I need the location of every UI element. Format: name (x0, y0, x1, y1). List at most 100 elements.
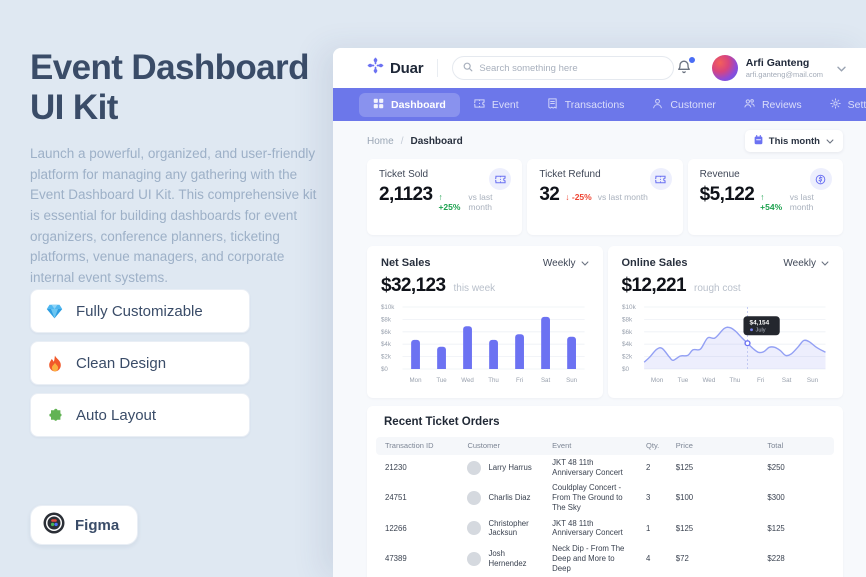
feature-label: Auto Layout (76, 406, 157, 424)
qty-cell: 4 (646, 553, 651, 563)
dashboard-mockup: Duar Arfi Ganteng arfi.ganteng@m (333, 48, 866, 577)
net-sales-title: Net Sales (381, 257, 431, 269)
stat-sparkline (538, 209, 671, 229)
chevron-down-icon (581, 260, 588, 266)
column-header: Price (675, 441, 693, 451)
svg-text:Tue: Tue (677, 377, 688, 384)
stat-value: 2,1123 (379, 184, 433, 205)
nav-item-label: Transactions (564, 98, 625, 111)
figma-button-label: Figma (75, 516, 120, 534)
nav-item-label: Event (491, 98, 519, 111)
user-name: Arfi Ganteng (745, 57, 810, 70)
price-cell: $125 (675, 462, 694, 472)
stat-change: ↑ +54% (760, 192, 783, 212)
user-avatar[interactable] (711, 55, 738, 81)
stat-change: ↓ -25% (565, 192, 592, 202)
feature-label: Clean Design (76, 354, 167, 372)
page-title-line1: Event Dashboard (30, 48, 309, 87)
transaction-id-cell: 12266 (385, 523, 407, 533)
user-email: arfi.ganteng@mail.com (745, 69, 823, 79)
stat-change-suffix: vs last month (468, 192, 493, 212)
svg-text:$10k: $10k (622, 304, 637, 311)
svg-text:Sat: Sat (781, 377, 791, 384)
price-cell: $72 (675, 553, 689, 563)
charts-row: Net Sales Weekly $32,123 this week $0 $2k… (367, 246, 843, 398)
nav-item-label: Reviews (761, 98, 802, 111)
svg-text:Fri: Fri (757, 377, 764, 384)
column-header: Qty. (646, 441, 660, 451)
notification-bell-icon[interactable] (676, 56, 696, 77)
svg-text:$4k: $4k (381, 341, 392, 348)
stat-change: ↑ +25% (438, 192, 461, 212)
header-divider (437, 59, 439, 77)
price-cell: $125 (675, 523, 694, 533)
svg-text:Sun: Sun (566, 377, 577, 384)
puzzle-icon (46, 407, 63, 424)
nav-item-dashboard[interactable]: Dashboard (359, 92, 460, 117)
period-filter-dropdown[interactable]: This month (744, 130, 843, 152)
period-filter-label: This month (768, 135, 820, 147)
coin-icon (809, 168, 832, 190)
total-cell: $125 (767, 523, 785, 533)
table-row[interactable]: 21230 Larry Harrus JKT 48 11th Anniversary… (376, 455, 834, 480)
nav-item-event[interactable]: Event (460, 93, 533, 117)
nav-item-customer[interactable]: Customer (638, 93, 730, 117)
search-input[interactable] (479, 62, 664, 74)
table-row[interactable]: 24751 Charlis Diaz Couldplay Concert - Fro… (376, 480, 834, 515)
net-sales-period-dropdown[interactable]: Weekly (543, 258, 589, 269)
svg-text:$8k: $8k (381, 316, 392, 323)
recent-orders-title: Recent Ticket Orders (384, 416, 500, 428)
stat-card-ticket-sold: Ticket Sold 2,1123 ↑ +25% vs last month (367, 159, 523, 235)
svg-text:Sun: Sun (806, 377, 818, 384)
column-header: Event (552, 441, 572, 451)
online-sales-period-dropdown[interactable]: Weekly (783, 258, 829, 269)
user-menu-chevron-down-icon[interactable] (837, 59, 846, 77)
transaction-id-cell: 47389 (385, 553, 407, 563)
total-cell: $300 (767, 493, 785, 503)
brand-name: Duar (390, 59, 424, 77)
stat-card-revenue: Revenue $5,122 ↑ +54% vs last month (687, 159, 843, 235)
svg-text:Mon: Mon (650, 377, 663, 384)
feature-card: Fully Customizable (30, 289, 250, 333)
nav-item-reviews[interactable]: Reviews (730, 93, 816, 117)
calendar-icon (754, 134, 763, 148)
nav-item-label: Dashboard (391, 98, 446, 111)
svg-text:Thu: Thu (488, 377, 499, 384)
net-sales-bar-chart: $0 $2k $4k $6k $8k $10k Mon Tue Wed Thu Fri Sat Sun (381, 304, 585, 384)
customer-avatar (467, 460, 482, 475)
online-sales-period-label: Weekly (783, 257, 816, 269)
brand-logo[interactable]: Duar (367, 57, 424, 79)
settings-icon (829, 97, 841, 112)
nav-item-settings[interactable]: Settings (816, 93, 866, 117)
figma-logo-icon (42, 511, 66, 539)
recent-orders-card: Recent Ticket Orders Transaction ID Custo… (367, 406, 843, 577)
breadcrumb: Home / Dashboard This month (367, 130, 843, 152)
dashboard-content: Home / Dashboard This month Ticket Sold 2… (333, 121, 866, 577)
event-cell: Couldplay Concert - From The Ground to T… (552, 483, 623, 512)
stat-title: Revenue (699, 169, 740, 180)
customer-name: Christopher Jacksun (488, 518, 529, 538)
chart-tooltip: $4,154 July (742, 316, 780, 336)
breadcrumb-home-link[interactable]: Home (367, 135, 394, 147)
nav-item-transactions[interactable]: Transactions (533, 93, 639, 117)
duar-logo-icon (367, 57, 384, 79)
stat-sparkline (699, 209, 832, 229)
feature-card: Clean Design (30, 341, 250, 385)
search-bar[interactable] (452, 56, 675, 80)
total-cell: $250 (767, 462, 785, 472)
chevron-down-icon (821, 260, 829, 266)
svg-text:$2k: $2k (622, 354, 633, 361)
column-header: Total (767, 441, 784, 451)
figma-button[interactable]: Figma (30, 505, 139, 545)
svg-text:$0: $0 (622, 366, 630, 373)
svg-text:$0: $0 (381, 366, 388, 373)
table-body: 21230 Larry Harrus JKT 48 11th Anniversary… (376, 455, 834, 577)
online-sales-title: Online Sales (621, 257, 688, 269)
fire-icon (46, 355, 63, 372)
table-row[interactable]: 47389 Josh Hernendez Neck Dip - From The D… (376, 541, 834, 576)
page-description: Launch a powerful, organized, and user-f… (30, 146, 317, 285)
table-row[interactable]: 12266 Christopher Jacksun JKT 48 11th Anni… (376, 516, 834, 541)
svg-text:Tue: Tue (436, 377, 447, 384)
customer-avatar (467, 551, 482, 566)
feature-card: Auto Layout (30, 393, 250, 437)
